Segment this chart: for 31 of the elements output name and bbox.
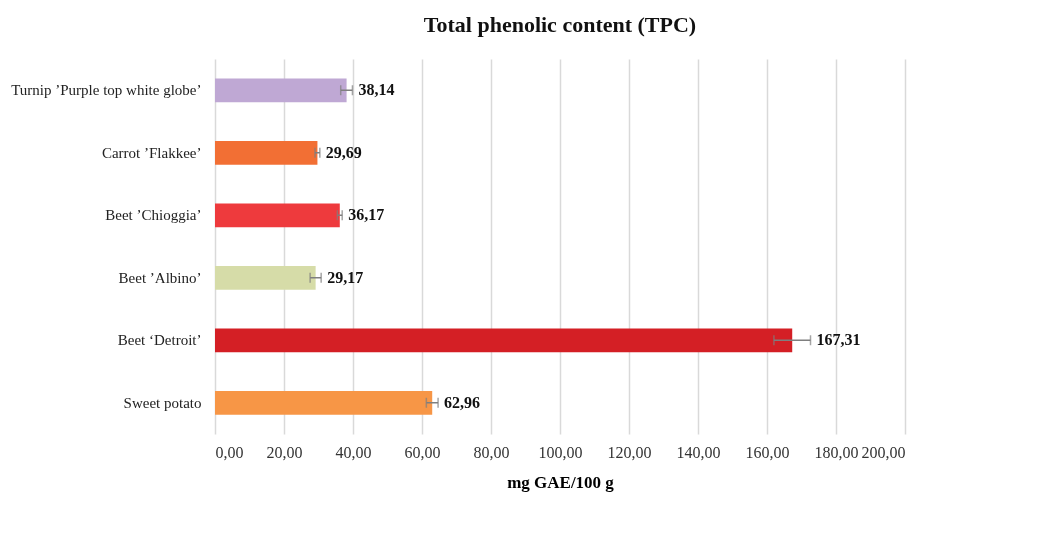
data-label: 36,17 <box>348 206 385 224</box>
x-tick-label: 40,00 <box>335 443 372 461</box>
y-tick-label: Beet ’Chioggia’ <box>105 207 202 224</box>
data-label: 29,17 <box>327 268 364 286</box>
y-tick-label: Beet ’Albino’ <box>118 269 202 286</box>
y-tick-label: Turnip ’Purple top white globe’ <box>11 82 202 99</box>
bar <box>215 265 316 290</box>
data-label: 29,69 <box>325 143 362 161</box>
x-tick-label: 20,00 <box>266 443 303 461</box>
x-tick-label: 100,00 <box>538 443 583 461</box>
x-tick-label: 140,00 <box>676 443 721 461</box>
x-tick-label: 180,00 <box>814 443 859 461</box>
x-tick-label: 120,00 <box>607 443 652 461</box>
y-tick-label: Sweet potato <box>123 394 202 411</box>
x-tick-label: 0,00 <box>215 443 244 461</box>
chart-title: Total phenolic content (TPC) <box>423 12 697 37</box>
x-tick-label: 60,00 <box>404 443 441 461</box>
data-label: 62,96 <box>444 393 481 411</box>
bar <box>215 203 340 228</box>
bar <box>215 140 318 165</box>
x-axis-title: mg GAE/100 g <box>507 472 615 492</box>
y-tick-label: Carrot ’Flakkee’ <box>101 144 202 161</box>
x-tick-label: 160,00 <box>745 443 790 461</box>
y-tick-label: Beet ‘Detroit’ <box>117 332 202 349</box>
data-label: 167,31 <box>816 331 861 349</box>
x-tick-label: 200,00 <box>861 443 906 461</box>
x-tick-label: 80,00 <box>473 443 510 461</box>
bar <box>215 390 433 415</box>
bar <box>215 328 793 353</box>
bar <box>215 78 347 103</box>
data-label: 38,14 <box>358 81 395 99</box>
